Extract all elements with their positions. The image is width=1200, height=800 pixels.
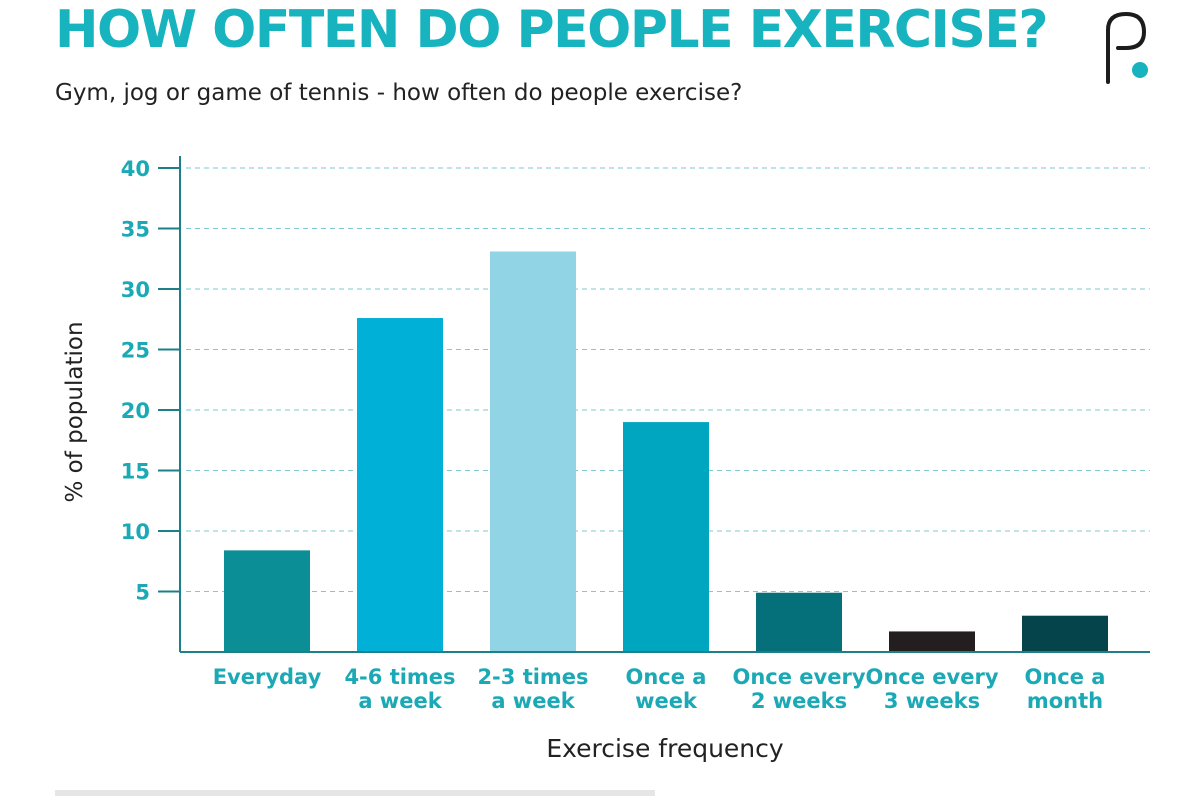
x-tick-label-line: Everyday (213, 665, 322, 689)
x-tick-label-line: Once a (626, 665, 707, 689)
y-tick-label: 5 (135, 581, 150, 605)
axes (179, 156, 1150, 653)
x-tick-label-line: month (1027, 689, 1103, 713)
x-tick-label: 4-6 times a week (344, 665, 455, 713)
x-tick-label-line: a week (358, 689, 442, 713)
x-tick-label: Once every 3 weeks (865, 665, 998, 713)
bar (224, 550, 310, 652)
bar (1022, 615, 1108, 652)
x-tick-label: Once every 2 weeks (732, 665, 865, 713)
x-tick-label-line: 3 weeks (884, 689, 980, 713)
x-tick-label: Everyday (213, 665, 322, 689)
y-tick-label: 25 (121, 339, 150, 363)
bar (756, 592, 842, 652)
bar (889, 631, 975, 652)
bar (357, 318, 443, 652)
y-tick-label: 35 (121, 218, 150, 242)
x-tick-label-line: Once every (732, 665, 865, 689)
bars (224, 251, 1108, 653)
y-tick-label: 20 (121, 399, 150, 423)
y-tick-label: 40 (121, 157, 150, 181)
x-tick-label-line: 2 weeks (751, 689, 847, 713)
chart-title: HOW OFTEN DO PEOPLE EXERCISE? (55, 0, 1049, 60)
x-tick-label-line: 4-6 times (344, 665, 455, 689)
y-tick-labels: 5 10 15 20 25 30 35 40 (121, 157, 180, 605)
bar (490, 251, 576, 653)
y-axis-label: % of population (62, 321, 88, 502)
y-tick-label: 30 (121, 278, 150, 302)
x-tick-label: 2-3 times a week (477, 665, 588, 713)
x-axis-label: Exercise frequency (546, 734, 784, 763)
y-tick-label: 15 (121, 460, 150, 484)
x-tick-label-line: week (635, 689, 698, 713)
x-tick-label-line: Once a (1025, 665, 1106, 689)
x-tick-label-line: Once every (865, 665, 998, 689)
p-logo-icon (1106, 12, 1148, 84)
chart-subtitle: Gym, jog or game of tennis - how often d… (55, 80, 743, 106)
footnote-strip (55, 790, 655, 796)
x-tick-label: Once a week (626, 665, 707, 713)
x-tick-label-line: a week (491, 689, 575, 713)
y-tick-label: 10 (121, 520, 150, 544)
x-tick-label-line: 2-3 times (477, 665, 588, 689)
bar (623, 422, 709, 652)
x-tick-label: Once a month (1025, 665, 1106, 713)
